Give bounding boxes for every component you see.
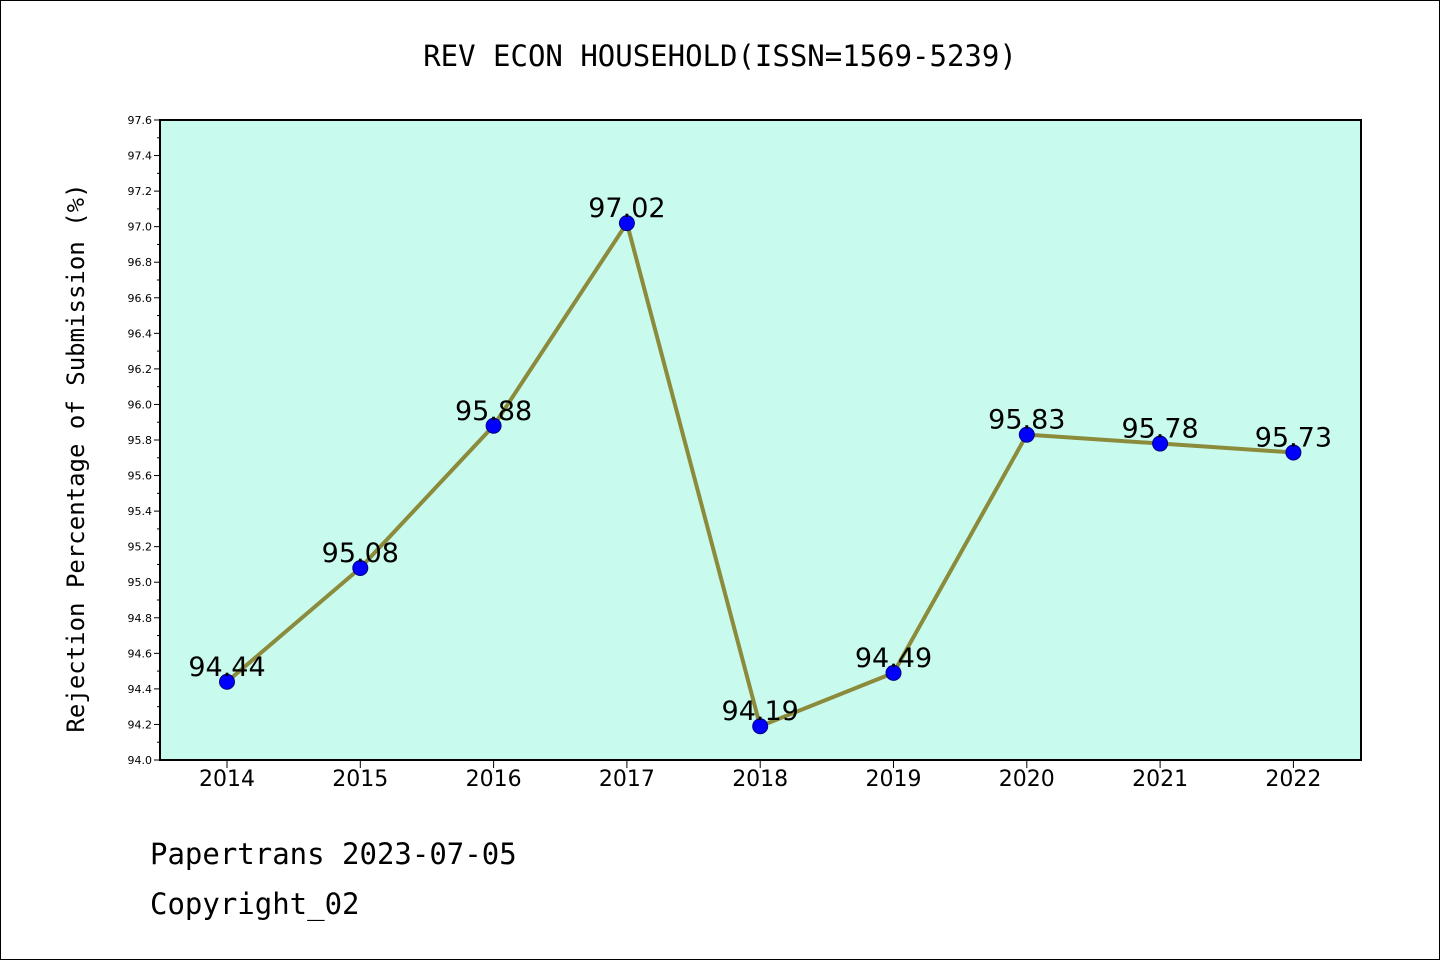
chart-title: REV ECON HOUSEHOLD(ISSN=1569-5239) [423,39,1017,73]
y-tick-label: 97.0 [128,221,153,234]
data-label: 95.78 [1121,414,1198,445]
y-tick-label: 97.2 [128,185,153,198]
y-tick-label: 96.0 [128,398,153,411]
y-tick-label: 95.4 [128,505,153,518]
y-tick-label: 96.2 [128,363,153,376]
y-axis: 94.0 94.2 94.4 94.6 94.8 95.0 95.2 95.4 95.6 95.8… [128,114,160,767]
x-tick-label: 2022 [1265,767,1321,792]
x-tick-label: 2015 [332,767,388,792]
data-label: 95.83 [988,405,1065,436]
y-tick-label: 95.0 [128,576,153,589]
data-point [885,664,902,681]
footer-source-line: Papertrans 2023-07-05 [150,837,517,871]
data-point [485,417,502,434]
y-tick-label: 94.8 [128,612,153,625]
x-tick-label: 2020 [999,767,1055,792]
y-tick-label: 94.6 [128,647,153,660]
x-tick-label: 2016 [466,767,522,792]
y-tick-label: 94.4 [128,683,153,696]
data-point [1285,444,1302,461]
x-tick-label: 2014 [199,767,255,792]
data-label: 95.08 [322,538,399,569]
data-label: 97.02 [588,193,665,224]
data-point [752,718,769,735]
y-tick-label: 95.6 [128,470,153,483]
x-tick-label: 2019 [866,767,922,792]
data-point [618,215,635,232]
footer-copyright-line: Copyright_02 [150,887,360,922]
y-tick-label: 94.0 [128,754,153,767]
y-tick-label: 96.6 [128,292,153,305]
y-tick-label: 95.2 [128,541,153,554]
data-label: 94.19 [722,696,799,727]
x-tick-label: 2021 [1132,767,1188,792]
data-label: 95.88 [455,396,532,427]
y-tick-label: 97.6 [128,114,153,127]
data-point [352,560,369,576]
y-tick-label: 95.8 [128,434,153,447]
data-point [1152,435,1169,452]
y-tick-label: 97.4 [128,150,153,163]
x-axis: 2014 2015 2016 2017 2018 2019 2020 2021 2022 [199,760,1321,792]
y-axis-label: Rejection Percentage of Submission (%) [62,183,90,732]
y-tick-label: 94.2 [128,718,153,731]
x-tick-label: 2017 [599,767,655,792]
data-point [219,673,235,690]
x-tick-label: 2018 [732,767,788,792]
data-label: 94.44 [188,652,265,683]
data-label: 94.49 [855,643,932,674]
y-tick-label: 96.8 [128,256,153,269]
series-layer: 94.44 95.08 95.88 97.02 94.19 94.49 95.83 95.78… [188,193,1332,735]
y-tick-label: 96.4 [128,327,153,340]
data-label: 95.73 [1255,422,1332,453]
data-point [1018,426,1035,443]
